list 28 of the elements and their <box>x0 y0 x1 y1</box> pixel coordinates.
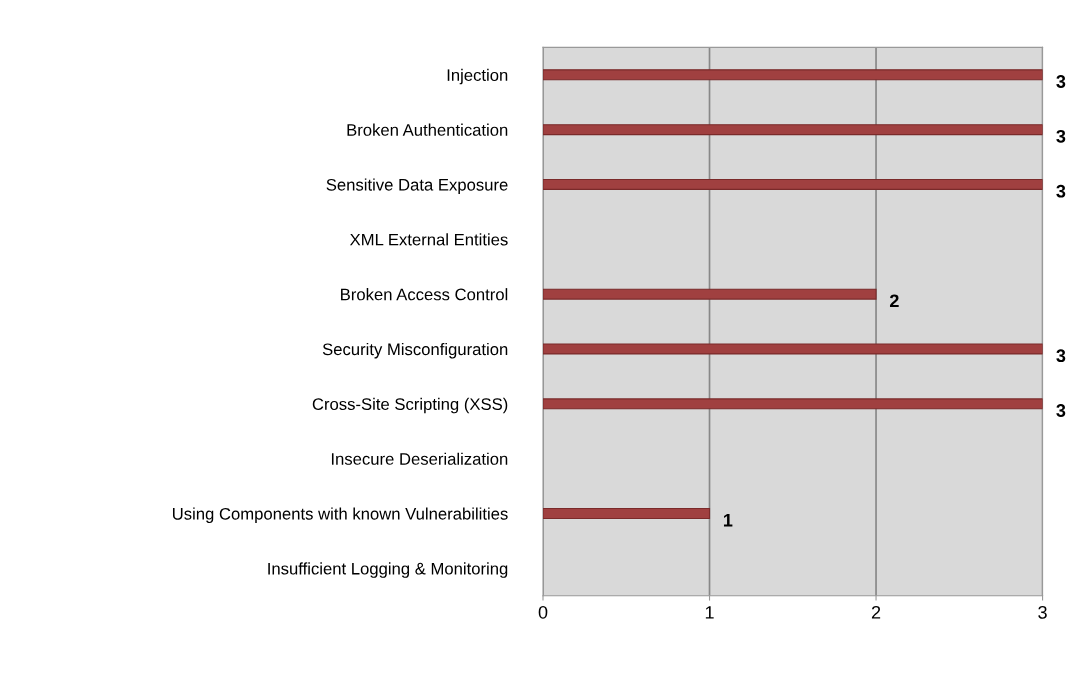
y-tick-label: Insecure Deserialization <box>331 452 508 465</box>
x-tick-label: 0 <box>538 605 548 619</box>
y-tick-label: Injection <box>447 68 508 85</box>
data-label: 3 <box>1056 349 1066 363</box>
bar <box>543 288 877 300</box>
bar <box>543 178 1043 190</box>
data-label: 3 <box>1056 75 1066 88</box>
bar <box>543 343 1043 355</box>
bar <box>543 124 1043 136</box>
y-tick-label: Broken Authentication <box>347 123 508 136</box>
data-label: 2 <box>889 294 899 308</box>
x-tick-label: 1 <box>705 606 714 619</box>
y-tick-label: Security Misconfiguration <box>322 342 508 359</box>
data-label: 1 <box>723 513 733 527</box>
x-tick-label: 3 <box>1038 605 1047 619</box>
y-tick-label: XML External Entities <box>349 233 508 246</box>
y-tick-label: Cross-Site Scripting (XSS) <box>312 397 508 414</box>
bar <box>543 398 1043 410</box>
y-tick-label: Broken Access Control <box>341 288 508 301</box>
y-tick-label: Using Components with known Vulnerabilities <box>173 507 508 523</box>
data-label: 3 <box>1056 129 1066 143</box>
bar <box>543 508 711 519</box>
x-tick-label: 2 <box>871 605 881 619</box>
data-label: 3 <box>1056 184 1066 198</box>
bar <box>543 69 1043 81</box>
data-label: 3 <box>1056 404 1066 417</box>
y-tick-label: Sensitive Data Exposure <box>326 178 508 194</box>
y-tick-label: Insufficient Logging & Monitoring <box>268 562 508 578</box>
